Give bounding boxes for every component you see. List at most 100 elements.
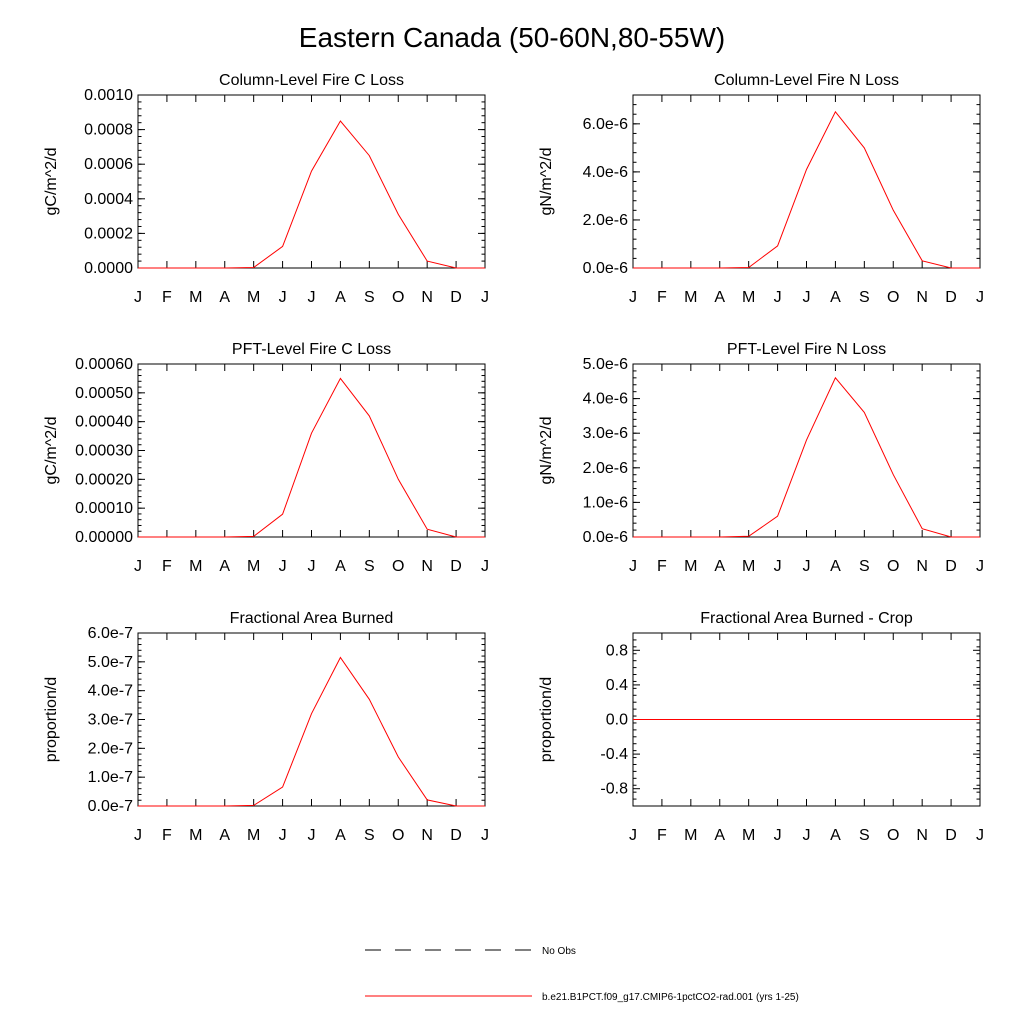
x-tick-label: J [803, 558, 811, 575]
x-tick-label: M [742, 827, 755, 844]
x-tick-label: J [134, 827, 142, 844]
x-tick-label: M [189, 558, 202, 575]
x-tick-label: D [450, 827, 462, 844]
x-tick-label: S [364, 827, 375, 844]
y-tick-label: 0.8 [606, 642, 628, 659]
x-tick-label: D [945, 289, 957, 306]
chart-title: Column-Level Fire N Loss [714, 72, 899, 89]
x-tick-label: M [189, 289, 202, 306]
x-tick-label: S [859, 558, 870, 575]
x-tick-label: O [392, 289, 404, 306]
y-tick-label: 2.0e-7 [88, 740, 133, 757]
series-line [138, 377, 485, 538]
y-tick-label: 0.00050 [75, 385, 133, 402]
x-tick-label: J [774, 289, 782, 306]
x-tick-label: F [162, 289, 172, 306]
x-tick-label: J [308, 558, 316, 575]
x-tick-label: M [742, 558, 755, 575]
x-tick-label: F [657, 289, 667, 306]
y-tick-label: 0.00020 [75, 471, 133, 488]
x-tick-label: J [976, 289, 984, 306]
y-tick-label: 0.0008 [84, 122, 133, 139]
x-tick-label: J [134, 289, 142, 306]
series-line [633, 110, 980, 269]
x-tick-label: A [335, 558, 346, 575]
x-tick-label: N [916, 827, 928, 844]
legend-label: b.e21.B1PCT.f09_g17.CMIP6-1pctCO2-rad.00… [542, 992, 799, 1003]
y-tick-label: 0.0e-6 [583, 260, 628, 277]
legend-label: No Obs [542, 946, 576, 957]
y-tick-label: 0.0006 [84, 156, 133, 173]
x-tick-label: O [887, 289, 899, 306]
y-tick-label: 1.0e-6 [583, 494, 628, 511]
y-tick-label: 0.0e-6 [583, 529, 628, 546]
chart-title: PFT-Level Fire N Loss [727, 341, 886, 358]
x-tick-label: O [887, 827, 899, 844]
y-tick-label: 6.0e-7 [88, 625, 133, 642]
x-tick-label: J [134, 558, 142, 575]
chart-panel-6: Fractional Area Burned - Crop proportion/… [538, 610, 984, 844]
y-tick-label: 0.0002 [84, 225, 133, 242]
x-tick-label: N [916, 289, 928, 306]
y-tick-label: 2.0e-6 [583, 460, 628, 477]
x-tick-label: A [714, 558, 725, 575]
x-tick-label: D [450, 289, 462, 306]
x-tick-label: J [774, 558, 782, 575]
y-tick-label: 5.0e-6 [583, 356, 628, 373]
x-tick-label: M [684, 558, 697, 575]
chart-panel-2: Column-Level Fire N Loss gN/m^2/d 0.0e-6 2.… [538, 72, 984, 306]
x-tick-label: N [421, 558, 433, 575]
chart-panel-3: PFT-Level Fire C Loss gC/m^2/d 0.00000 0.00… [43, 341, 489, 575]
y-tick-label: 0.4 [606, 677, 628, 694]
x-tick-label: A [335, 827, 346, 844]
page-title: Eastern Canada (50-60N,80-55W) [298, 22, 726, 53]
x-tick-label: A [830, 289, 841, 306]
x-tick-label: J [976, 558, 984, 575]
y-tick-label: 4.0e-7 [88, 683, 133, 700]
x-tick-label: J [279, 558, 287, 575]
x-tick-label: J [481, 558, 489, 575]
y-axis-label: proportion/d [538, 677, 555, 762]
x-tick-label: A [830, 827, 841, 844]
x-tick-label: F [657, 558, 667, 575]
x-tick-label: J [279, 827, 287, 844]
y-tick-label: 3.0e-6 [583, 425, 628, 442]
chart-panel-1: Column-Level Fire C Loss gC/m^2/d 0.0000 0.… [43, 72, 489, 306]
x-tick-label: N [421, 289, 433, 306]
y-tick-label: 2.0e-6 [583, 212, 628, 229]
y-tick-label: 6.0e-6 [583, 116, 628, 133]
x-tick-label: N [421, 827, 433, 844]
y-tick-label: -0.4 [600, 746, 628, 763]
x-tick-label: M [189, 827, 202, 844]
x-tick-label: S [859, 289, 870, 306]
series-line [138, 656, 485, 807]
x-tick-label: A [219, 289, 230, 306]
y-axis-label: gN/m^2/d [538, 148, 555, 216]
x-tick-label: S [364, 289, 375, 306]
x-tick-label: O [392, 558, 404, 575]
x-tick-label: O [887, 558, 899, 575]
y-tick-label: 4.0e-6 [583, 164, 628, 181]
x-tick-label: F [162, 558, 172, 575]
chart-title: Fractional Area Burned [230, 610, 394, 627]
chart-title: PFT-Level Fire C Loss [232, 341, 391, 358]
y-tick-label: 1.0e-7 [88, 769, 133, 786]
y-tick-label: 3.0e-7 [88, 712, 133, 729]
x-tick-label: F [162, 827, 172, 844]
x-tick-label: A [335, 289, 346, 306]
x-tick-label: J [774, 827, 782, 844]
x-tick-label: J [481, 827, 489, 844]
y-tick-label: 0.00010 [75, 500, 133, 517]
x-tick-label: J [803, 827, 811, 844]
x-tick-label: J [629, 289, 637, 306]
x-tick-label: J [279, 289, 287, 306]
x-tick-label: J [629, 827, 637, 844]
y-axis-label: gC/m^2/d [43, 417, 60, 485]
y-tick-label: 0.00030 [75, 443, 133, 460]
x-tick-label: J [308, 827, 316, 844]
chart-panel-4: PFT-Level Fire N Loss gN/m^2/d 0.0e-6 1.0e-… [538, 341, 984, 575]
x-tick-label: D [450, 558, 462, 575]
x-tick-label: J [308, 289, 316, 306]
y-tick-label: 0.0 [606, 712, 628, 729]
